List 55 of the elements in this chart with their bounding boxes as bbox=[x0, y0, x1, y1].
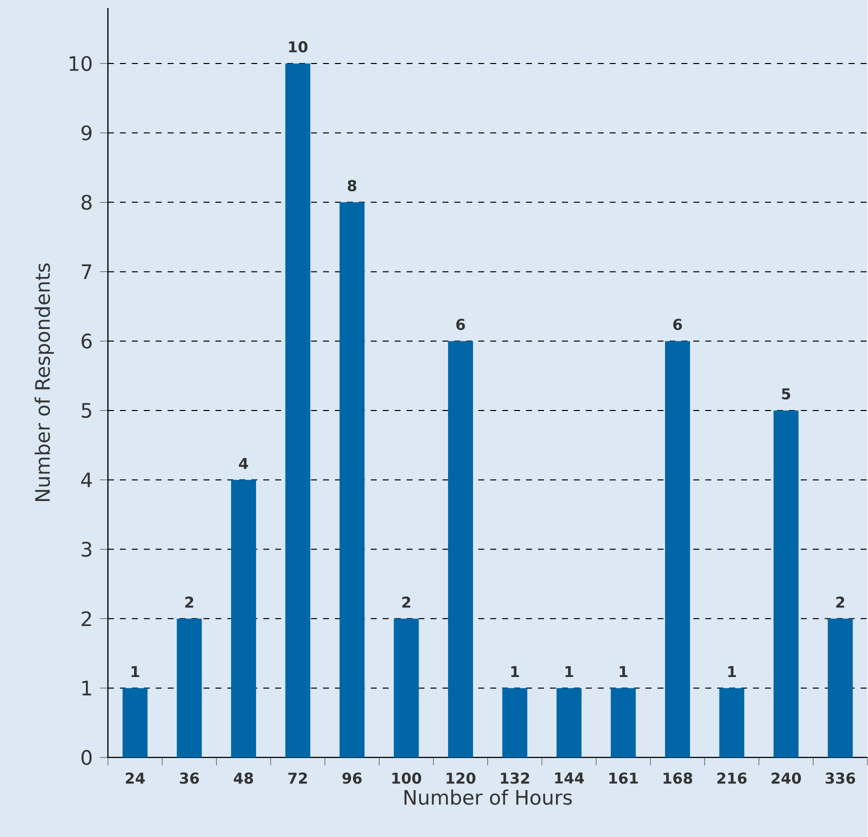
data-label: 1 bbox=[132, 666, 140, 677]
y-tick-label: 1 bbox=[82, 680, 92, 696]
bar bbox=[394, 618, 419, 758]
x-tick-label: 240 bbox=[772, 772, 801, 784]
data-label: 2 bbox=[836, 596, 844, 608]
data-label: 2 bbox=[185, 596, 194, 608]
x-tick-label: 161 bbox=[609, 772, 638, 784]
y-tick-label: 2 bbox=[82, 611, 91, 626]
x-tick-label: 100 bbox=[392, 772, 422, 784]
y-tick-label: 8 bbox=[82, 194, 92, 210]
bar bbox=[122, 688, 148, 758]
y-tick-label: 0 bbox=[82, 750, 92, 765]
y-tick-label: 10 bbox=[70, 56, 92, 71]
x-tick-label: 36 bbox=[180, 772, 199, 784]
x-tick-label: 336 bbox=[826, 772, 856, 784]
x-tick-label: 144 bbox=[555, 772, 584, 784]
x-axis-title: Number of Hours bbox=[404, 789, 572, 805]
bar bbox=[176, 618, 202, 758]
x-tick-label: 96 bbox=[342, 772, 362, 784]
x-tick-label: 24 bbox=[126, 772, 145, 784]
bar bbox=[285, 63, 310, 758]
x-tick-label: 120 bbox=[446, 772, 476, 784]
bar bbox=[719, 688, 744, 758]
bar bbox=[231, 480, 256, 758]
x-tick-label: 48 bbox=[234, 772, 254, 784]
bar bbox=[556, 688, 582, 758]
data-label: 2 bbox=[402, 596, 410, 608]
bar bbox=[340, 202, 365, 758]
bar bbox=[502, 688, 528, 758]
y-tick-label: 4 bbox=[81, 472, 92, 487]
data-label: 4 bbox=[239, 458, 248, 469]
x-tick-label: 132 bbox=[500, 772, 530, 784]
y-tick-label: 7 bbox=[82, 264, 92, 279]
bar bbox=[448, 340, 474, 758]
data-label: 5 bbox=[782, 388, 790, 400]
bar bbox=[665, 340, 690, 758]
bar bbox=[610, 688, 636, 758]
y-axis-title: Number of Respondents bbox=[34, 263, 54, 501]
data-label: 1 bbox=[511, 666, 519, 677]
x-tick-label: 168 bbox=[664, 772, 692, 784]
data-label: 6 bbox=[456, 318, 465, 330]
data-label: 8 bbox=[348, 180, 356, 192]
y-tick-label: 3 bbox=[82, 542, 92, 557]
y-tick-label: 9 bbox=[81, 125, 92, 140]
data-label: 10 bbox=[289, 40, 308, 52]
data-label: 1 bbox=[620, 666, 628, 677]
y-tick-label: 5 bbox=[82, 402, 92, 418]
bar bbox=[828, 618, 853, 758]
data-label: 1 bbox=[728, 666, 736, 677]
x-tick-label: 216 bbox=[717, 772, 747, 784]
y-tick-label: 6 bbox=[82, 333, 92, 348]
data-label: 6 bbox=[673, 318, 682, 330]
x-tick-label: 72 bbox=[288, 772, 307, 784]
bar bbox=[774, 410, 799, 758]
data-label: 1 bbox=[566, 666, 574, 677]
